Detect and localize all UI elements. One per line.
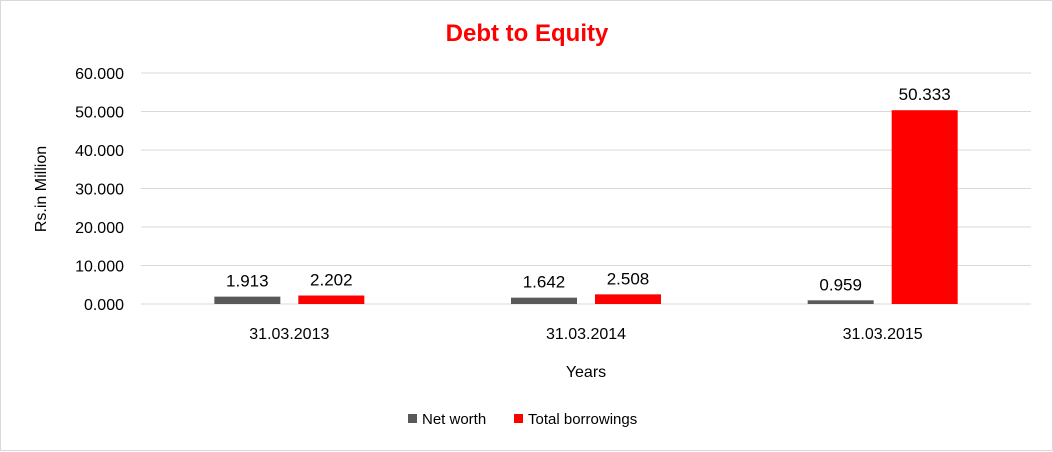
y-tick-label: 50.000 (75, 105, 124, 122)
bar-total-borrowings (595, 294, 661, 304)
legend-label: Total borrowings (528, 411, 637, 428)
x-tick-label: 31.03.2014 (546, 326, 626, 343)
data-label: 1.642 (523, 273, 566, 292)
y-tick-label: 40.000 (75, 143, 124, 160)
bar-total-borrowings (298, 295, 365, 304)
y-tick-label: 30.000 (75, 182, 124, 199)
data-label: 2.508 (607, 269, 650, 288)
y-tick-label: 0.000 (84, 297, 124, 314)
y-axis-title: Rs.in Million (33, 146, 50, 232)
y-axis-ticks: 0.000 10.000 20.000 30.000 40.000 50.000 60.00… (75, 66, 124, 314)
legend: Net worth Total borrowings (408, 411, 637, 428)
bar-net-worth (511, 297, 577, 304)
x-axis-title: Years (566, 364, 606, 381)
chart-title: Debt to Equity (446, 20, 609, 47)
x-tick-label: 31.03.2015 (843, 326, 923, 343)
data-label: 50.333 (899, 85, 951, 104)
legend-label: Net worth (422, 411, 486, 428)
y-tick-label: 10.000 (75, 259, 124, 276)
x-tick-label: 31.03.2013 (249, 326, 329, 343)
data-labels: 1.913 2.202 1.642 2.508 0.959 50.333 (226, 85, 951, 294)
bar-net-worth (807, 300, 874, 304)
bars (214, 110, 958, 304)
gridlines (141, 72, 1031, 305)
legend-swatch (514, 414, 523, 423)
y-tick-label: 60.000 (75, 66, 124, 83)
legend-swatch (408, 414, 417, 423)
bar-total-borrowings (891, 110, 958, 304)
y-tick-label: 20.000 (75, 220, 124, 237)
data-label: 2.202 (310, 271, 353, 290)
data-label: 1.913 (226, 272, 269, 291)
data-label: 0.959 (819, 275, 862, 294)
x-axis-ticks: 31.03.2013 31.03.2014 31.03.2015 (249, 326, 923, 343)
bar-net-worth (214, 296, 281, 304)
